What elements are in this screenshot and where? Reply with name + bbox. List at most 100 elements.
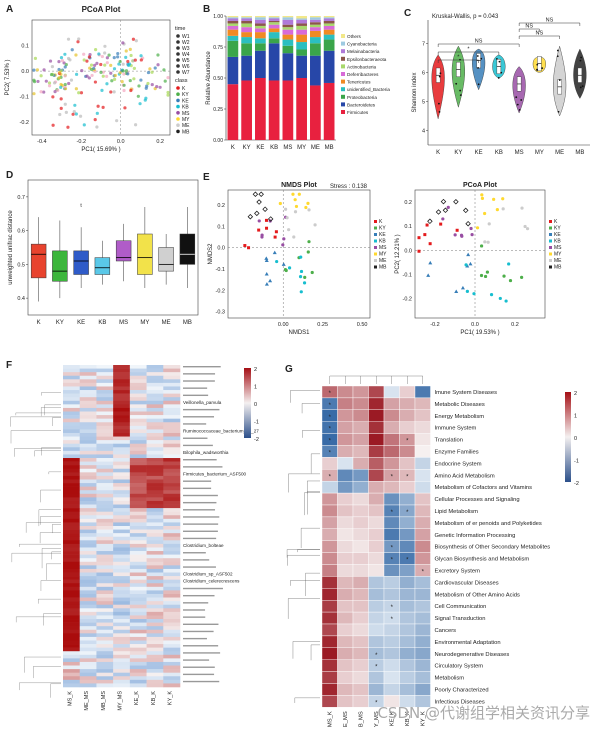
heatmap-cell — [129, 551, 147, 555]
heatmap-cell — [129, 422, 147, 427]
heatmap-cell — [96, 551, 114, 555]
heatmap-cell — [146, 568, 164, 573]
legend-label: MY — [379, 252, 387, 258]
heatmap-cell — [337, 528, 354, 541]
data-point — [63, 52, 67, 56]
heatmap-cell — [79, 526, 97, 530]
row-label-placeholder — [183, 566, 216, 568]
data-point — [139, 58, 143, 62]
heatmap-cell — [337, 469, 354, 482]
legend-marker — [176, 70, 180, 74]
legend-label: MS — [554, 245, 562, 251]
bar-segment — [268, 38, 280, 44]
heatmap-cell — [146, 390, 164, 394]
heatmap-cell — [129, 390, 147, 394]
legend-label: Melainabacteria — [347, 49, 380, 54]
heatmap-cell — [113, 483, 131, 487]
heatmap-cell — [96, 590, 114, 595]
heatmap-cell — [63, 468, 81, 473]
heatmap-cell — [383, 433, 400, 446]
legend-label: MY — [554, 252, 562, 258]
heatmap-cell — [163, 493, 181, 498]
heatmap-cell — [113, 576, 131, 580]
heatmap-cell — [146, 672, 164, 677]
box — [73, 250, 89, 275]
heatmap-cell — [321, 647, 338, 660]
heatmap-cell — [146, 526, 164, 530]
heatmap-cell — [63, 486, 81, 491]
bar-segment — [323, 20, 335, 24]
heatmap-cell — [129, 425, 147, 430]
data-point — [438, 75, 441, 78]
data-point — [483, 211, 487, 216]
bar-segment — [282, 27, 294, 30]
heatmap-cell — [79, 615, 97, 620]
data-point — [64, 110, 68, 114]
data-point — [118, 71, 122, 75]
heatmap-cell — [113, 432, 131, 437]
heatmap-cell — [146, 536, 164, 541]
heatmap-cell — [96, 415, 114, 419]
row-label: Circulatory System — [435, 664, 484, 670]
bar-segment — [296, 55, 307, 78]
heatmap-cell — [113, 486, 131, 491]
data-point — [507, 262, 511, 266]
heatmap-cell — [337, 588, 354, 601]
panel-label: E — [203, 172, 210, 183]
row-label: Cell Communication — [435, 604, 487, 610]
heatmap-cell — [96, 522, 114, 527]
heatmap-cell — [399, 647, 416, 660]
heatmap-cell — [63, 561, 81, 566]
x-tick-label: K — [436, 150, 440, 156]
heatmap-cell — [79, 683, 97, 688]
heatmap-cell — [113, 382, 131, 387]
data-point — [118, 60, 122, 64]
heatmap-cell — [63, 454, 81, 459]
data-point — [146, 70, 151, 75]
bar-segment — [296, 16, 307, 19]
chart-title: PCoA Plot — [463, 182, 498, 189]
heatmap-cell — [113, 397, 131, 402]
row-label-placeholder — [183, 416, 215, 418]
x-tick-label: MB — [183, 320, 192, 326]
heatmap-cell — [113, 547, 131, 552]
row-label: Amino Acid Metabolism — [435, 473, 495, 479]
heatmap-cell — [96, 640, 114, 645]
heatmap-cell — [96, 365, 114, 369]
heatmap-cell — [163, 593, 181, 598]
heatmap-cell — [129, 468, 147, 473]
bar-segment — [296, 23, 307, 26]
heatmap-cell — [129, 518, 147, 523]
heatmap-cell — [399, 659, 416, 672]
heatmap-cell — [63, 608, 81, 613]
legend-label: Firmicutes — [347, 110, 369, 115]
bar-segment — [255, 38, 266, 44]
heatmap-cell — [79, 604, 97, 609]
heatmap-cell — [129, 400, 147, 405]
panel-label: F — [6, 360, 12, 371]
heatmap-cell — [129, 490, 147, 495]
heatmap-cell — [146, 382, 164, 387]
data-point — [110, 79, 114, 83]
heatmap-cell — [129, 372, 147, 377]
heatmap-cell — [96, 565, 114, 570]
heatmap-cell — [63, 583, 81, 588]
legend-swatch — [341, 49, 345, 54]
legend-marker — [176, 64, 180, 68]
heatmap-cell — [414, 385, 431, 399]
heatmap-cell — [163, 483, 181, 487]
heatmap-cell — [113, 647, 131, 652]
heatmap-cell — [352, 588, 369, 601]
heatmap-cell — [96, 390, 114, 394]
heatmap-cell — [96, 411, 114, 416]
data-point — [247, 246, 251, 250]
heatmap-cell — [79, 515, 97, 520]
scale-tick-label: 0 — [254, 402, 257, 408]
heatmap-cell — [129, 515, 147, 520]
x-tick-label: MS — [283, 145, 292, 151]
data-point — [94, 48, 98, 52]
heatmap-cell — [96, 558, 114, 563]
heatmap-cell — [79, 425, 97, 430]
legend-swatch — [341, 56, 345, 61]
heatmap-cell — [79, 486, 97, 491]
